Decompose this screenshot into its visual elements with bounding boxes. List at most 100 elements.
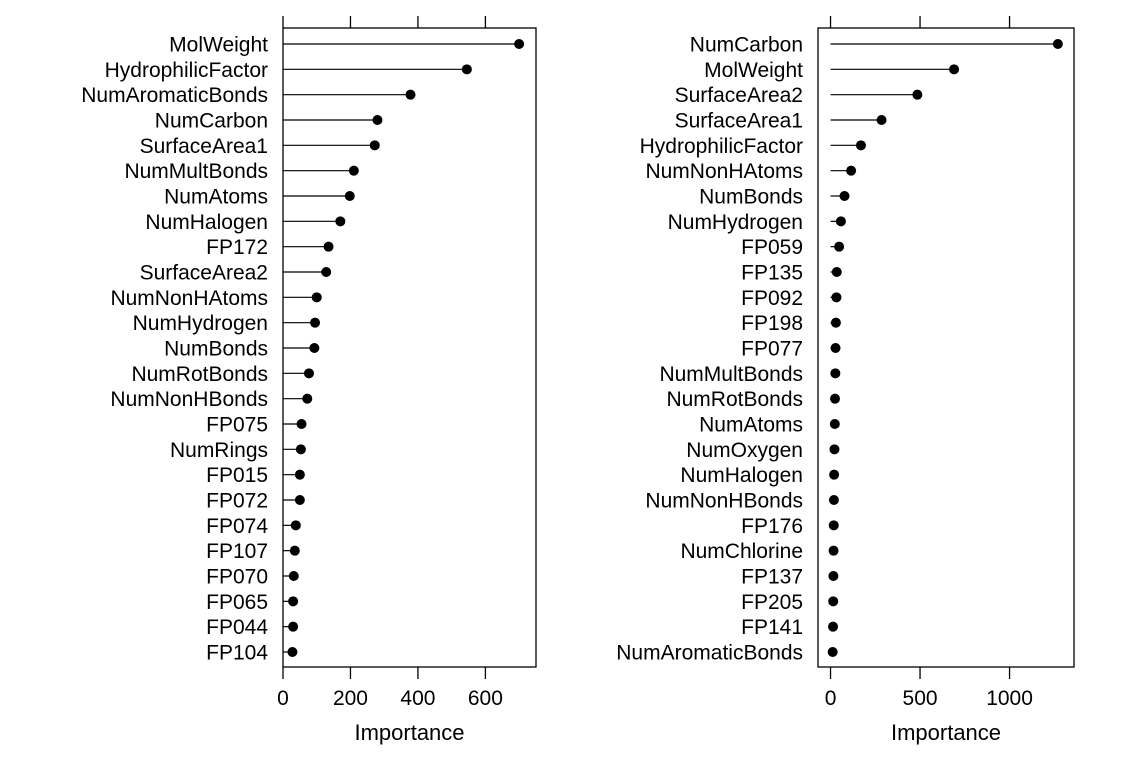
- category-label: NumChlorine: [680, 540, 803, 563]
- category-label: FP075: [206, 414, 268, 437]
- importance-dot: [514, 39, 525, 49]
- importance-dot: [828, 621, 839, 632]
- importance-dot: [830, 343, 841, 353]
- importance-dot: [839, 191, 850, 201]
- x-axis-title: Importance: [354, 720, 464, 745]
- category-label: SurfaceArea1: [140, 135, 268, 158]
- importance-dot: [289, 545, 300, 556]
- importance-dot: [344, 191, 355, 201]
- importance-dot: [828, 596, 839, 607]
- x-tick-label: 1000: [986, 687, 1033, 710]
- category-label: NumBonds: [699, 186, 803, 209]
- category-label: NumBonds: [164, 338, 268, 361]
- x-tick-label: 400: [400, 687, 435, 710]
- category-label: HydrophilicFactor: [640, 135, 803, 158]
- category-label: NumMultBonds: [659, 363, 803, 386]
- category-label: NumNonHBonds: [645, 490, 803, 513]
- category-label: FP198: [741, 312, 803, 335]
- importance-dot: [828, 545, 839, 556]
- x-tick-label: 600: [468, 687, 503, 710]
- importance-dot: [287, 647, 298, 657]
- importance-dot: [296, 419, 307, 429]
- plot-frame: [282, 27, 537, 668]
- category-label: FP137: [741, 566, 803, 589]
- category-label: MolWeight: [169, 34, 268, 57]
- category-label: NumMultBonds: [124, 160, 268, 183]
- importance-dot: [288, 571, 299, 581]
- category-label: FP070: [206, 566, 268, 589]
- x-tick-label: 0: [277, 687, 289, 710]
- category-label: NumHydrogen: [668, 211, 803, 234]
- importance-dot: [303, 368, 314, 379]
- category-label: HydrophilicFactor: [105, 59, 268, 82]
- category-label: FP205: [741, 591, 803, 614]
- category-label: FP092: [741, 287, 803, 310]
- category-label: NumNonHAtoms: [110, 287, 268, 310]
- importance-dot: [311, 292, 322, 303]
- importance-dot: [835, 216, 846, 227]
- category-label: FP104: [206, 642, 268, 665]
- importance-dot: [831, 267, 842, 277]
- importance-dot: [369, 140, 380, 151]
- category-label: FP107: [206, 540, 268, 563]
- importance-dot: [828, 520, 839, 531]
- importance-dot: [828, 571, 839, 581]
- importance-dot: [830, 317, 841, 328]
- category-label: FP077: [741, 338, 803, 361]
- category-label: NumRotBonds: [131, 363, 268, 386]
- category-label: NumRings: [170, 439, 268, 462]
- x-tick-label: 500: [903, 687, 938, 710]
- importance-dot: [309, 343, 320, 353]
- category-label: NumCarbon: [690, 34, 803, 57]
- category-label: NumNonHAtoms: [645, 160, 803, 183]
- category-label: SurfaceArea1: [675, 110, 803, 133]
- importance-dot: [348, 165, 359, 176]
- importance-dot: [294, 495, 305, 505]
- category-label: NumAromaticBonds: [81, 84, 268, 107]
- importance-dot: [335, 216, 346, 227]
- importance-dot: [372, 115, 383, 125]
- importance-dot: [294, 469, 305, 480]
- category-label: MolWeight: [704, 59, 803, 82]
- importance-dot: [323, 241, 334, 252]
- importance-dot: [827, 647, 838, 657]
- category-label: FP141: [741, 616, 803, 639]
- importance-dot: [288, 596, 299, 607]
- category-label: NumHalogen: [680, 464, 803, 487]
- importance-dot: [829, 444, 840, 455]
- category-label: FP135: [741, 262, 803, 285]
- category-label: FP176: [741, 515, 803, 538]
- importance-dot: [855, 140, 866, 151]
- category-label: FP074: [206, 515, 268, 538]
- category-label: NumAtoms: [699, 414, 803, 437]
- importance-dot: [846, 165, 857, 176]
- x-tick-label: 0: [825, 687, 837, 710]
- panel-2: 0 500 1000ImportanceNumCarbonMolWeightSurf…: [616, 16, 1075, 745]
- category-label: NumOxygen: [686, 439, 803, 462]
- category-label: NumCarbon: [155, 110, 268, 133]
- category-label: FP059: [741, 236, 803, 259]
- category-label: SurfaceArea2: [675, 84, 803, 107]
- category-label: NumHalogen: [145, 211, 268, 234]
- importance-dot: [949, 64, 960, 75]
- importance-dot: [295, 444, 306, 455]
- category-label: NumRotBonds: [666, 388, 803, 411]
- plot-frame: [817, 27, 1075, 668]
- importance-dot: [288, 621, 299, 632]
- importance-dot: [290, 520, 301, 531]
- importance-dot: [876, 115, 887, 125]
- category-label: NumAromaticBonds: [616, 642, 803, 665]
- importance-dot: [405, 89, 416, 100]
- x-tick-label: 200: [333, 687, 368, 710]
- category-label: FP172: [206, 236, 268, 259]
- category-label: FP015: [206, 464, 268, 487]
- category-label: NumNonHBonds: [110, 388, 268, 411]
- importance-dot: [834, 241, 845, 252]
- importance-dot: [461, 64, 472, 75]
- importance-dot: [321, 267, 332, 277]
- importance-dot: [830, 368, 841, 379]
- category-label: NumAtoms: [164, 186, 268, 209]
- category-label: NumHydrogen: [133, 312, 268, 335]
